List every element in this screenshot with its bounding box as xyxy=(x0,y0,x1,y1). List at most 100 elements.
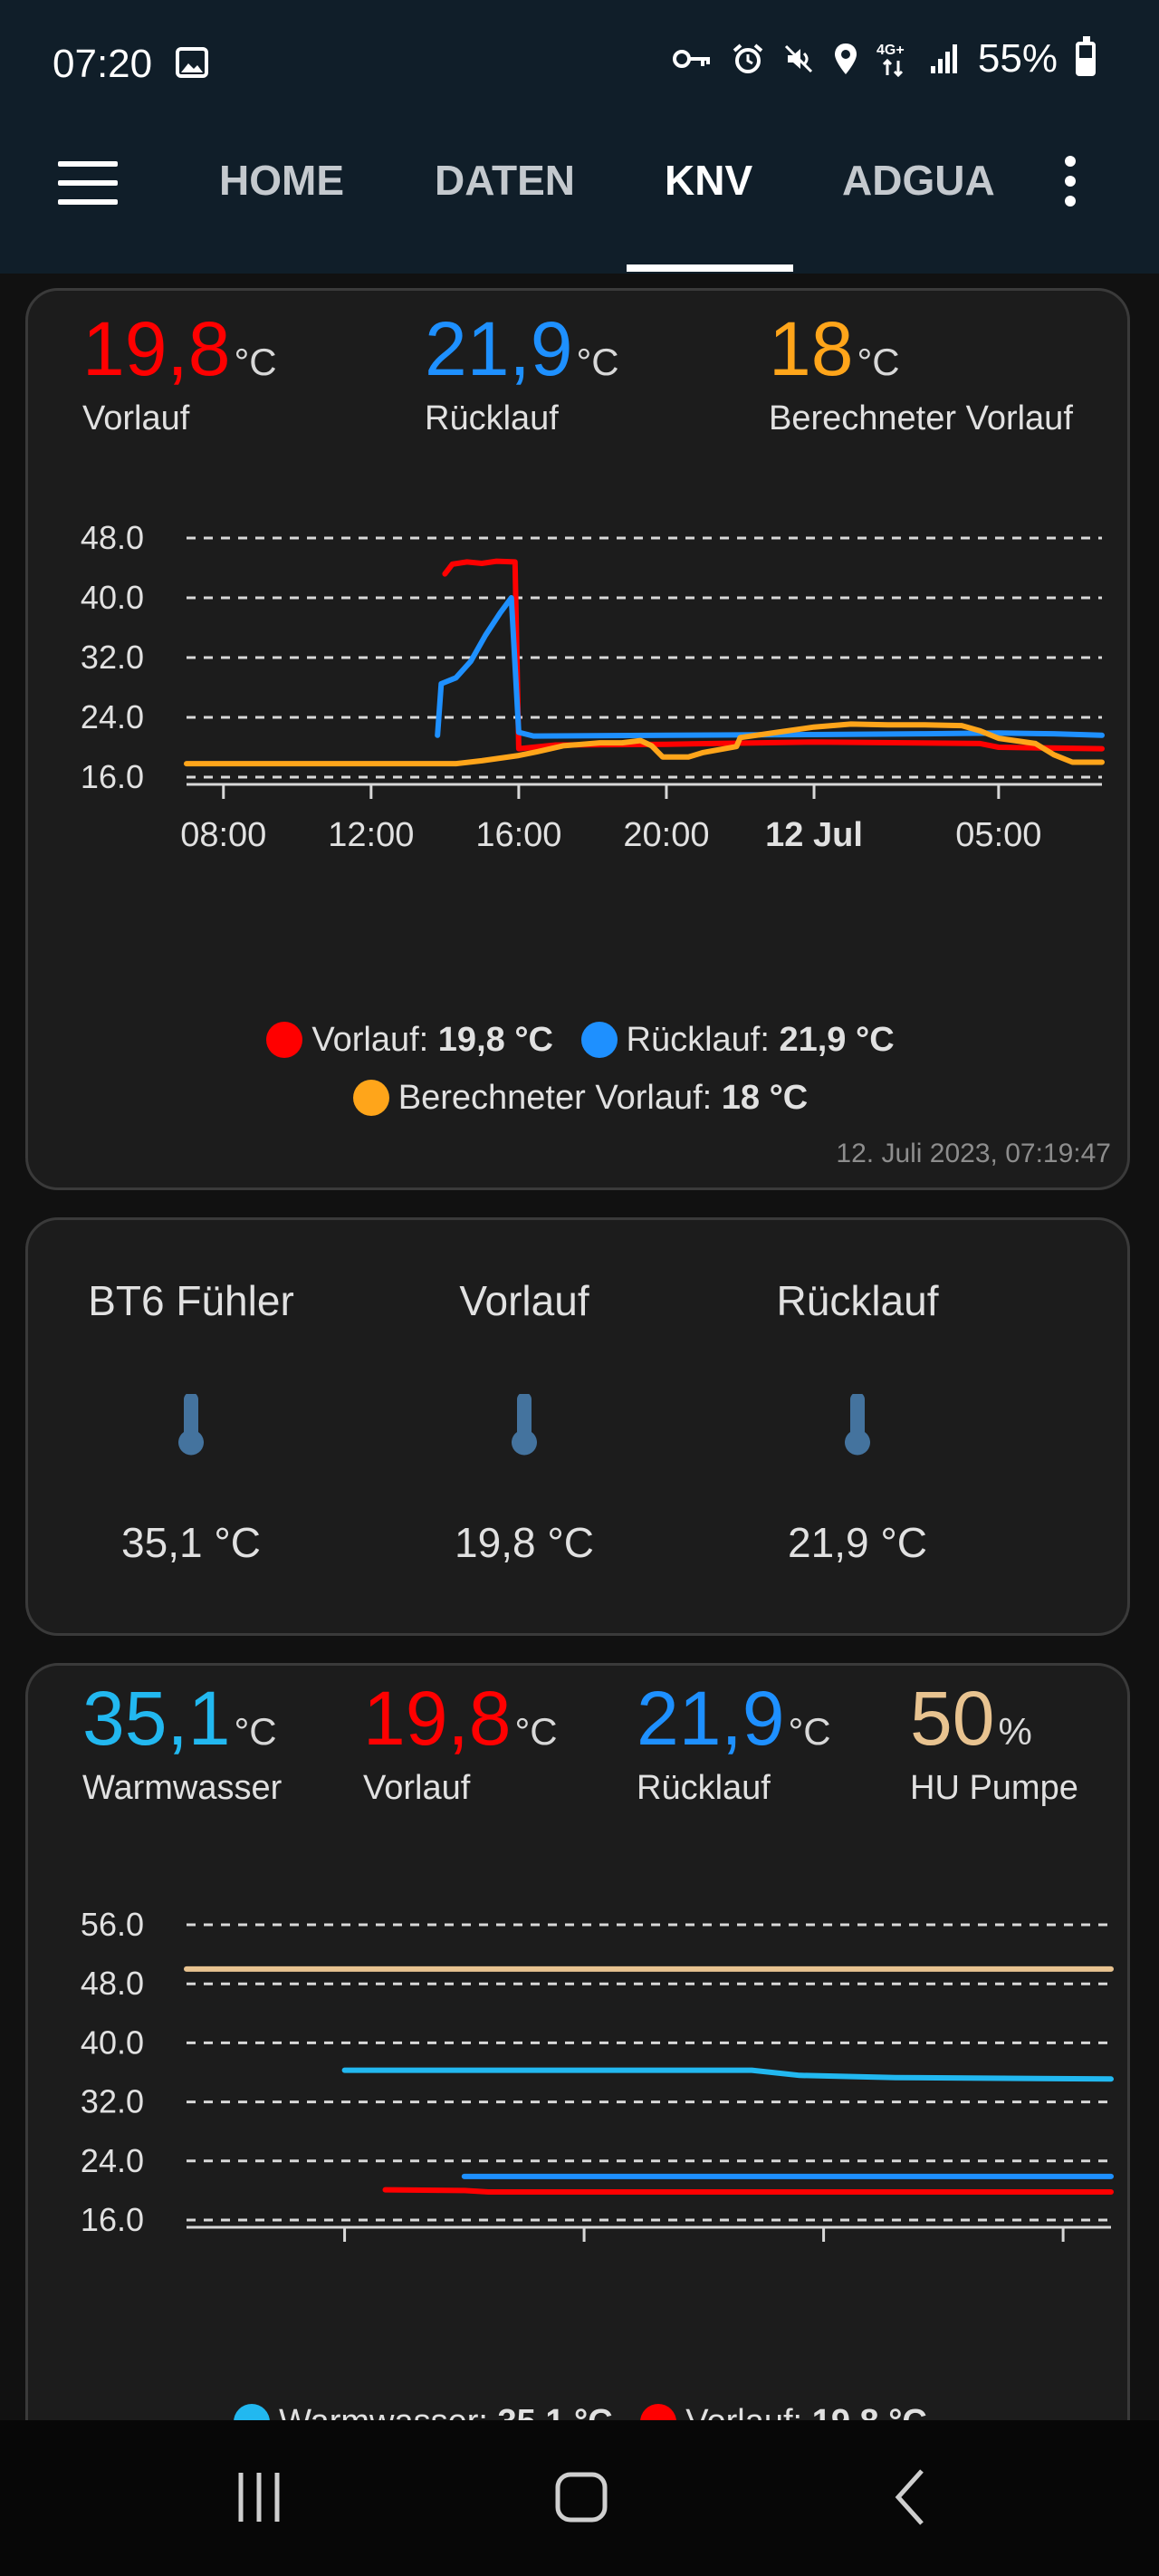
stat-unit: °C xyxy=(788,1710,831,1753)
stat-unit: °C xyxy=(234,341,277,383)
entity-vorlauf[interactable]: Vorlauf 19,8 °C xyxy=(361,1220,687,1567)
y-tick-label: 16.0 xyxy=(81,758,144,795)
stat-value: 19,8 xyxy=(363,1676,512,1761)
hamburger-menu-icon[interactable] xyxy=(58,161,118,205)
stat-hu-pumpe[interactable]: 50% HU Pumpe xyxy=(910,1680,1078,1808)
chart-legend: Vorlauf: 19,8 °C Rücklauf: 21,9 °C xyxy=(28,1021,1127,1060)
mute-icon xyxy=(784,44,812,73)
series-line-vorlauf xyxy=(382,2187,1114,2195)
warmwater-history-chart[interactable]: 56.0 48.0 40.0 32.0 24.0 16.0 04:00 05:00 06:00 0… xyxy=(28,1898,1127,2260)
x-tick-label: 05:00 xyxy=(541,2259,627,2260)
x-tick-label: 20:00 xyxy=(623,816,709,852)
stat-value: 21,9 xyxy=(637,1676,785,1761)
stat-value: 50 xyxy=(910,1676,995,1761)
series-line-vorlauf xyxy=(442,558,1105,752)
status-icons: 4G+ 55% xyxy=(672,36,1096,82)
entity-bt6-fuehler[interactable]: BT6 Fühler 35,1 °C xyxy=(28,1220,354,1567)
stat-unit: °C xyxy=(514,1710,558,1753)
x-tick-label: 07:00 xyxy=(1020,2259,1106,2260)
system-navigation-bar xyxy=(0,2420,1159,2576)
stat-unit: % xyxy=(998,1710,1032,1753)
x-tick-label: 04:00 xyxy=(302,2259,388,2260)
stat-ruecklauf[interactable]: 21,9°C Rücklauf xyxy=(425,311,619,438)
entities-glance-card: BT6 Fühler 35,1 °C Vorlauf 19,8 °C Rückl… xyxy=(25,1217,1130,1636)
stat-label: HU Pumpe xyxy=(910,1769,1078,1807)
home-icon[interactable] xyxy=(554,2465,608,2529)
stat-label: Vorlauf xyxy=(363,1769,471,1807)
recents-icon[interactable] xyxy=(232,2465,286,2529)
y-tick-label: 56.0 xyxy=(81,1906,144,1943)
stat-berechneter-vorlauf[interactable]: 18°C Berechneter Vorlauf xyxy=(769,311,1073,438)
svg-text:4G+: 4G+ xyxy=(876,43,905,58)
y-tick-label: 48.0 xyxy=(81,519,144,556)
battery-icon xyxy=(1076,36,1096,76)
alarm-icon xyxy=(733,43,763,73)
stat-value: 35,1 xyxy=(82,1676,231,1761)
stat-value: 18 xyxy=(769,306,854,391)
stat-value: 21,9 xyxy=(425,306,573,391)
x-tick-label: 08:00 xyxy=(180,816,266,852)
stat-vorlauf[interactable]: 19,8°C Vorlauf xyxy=(82,311,277,438)
x-tick-label: 12:00 xyxy=(328,816,414,852)
entity-value: 19,8 °C xyxy=(455,1519,594,1566)
signal-icon xyxy=(930,44,957,73)
thermometer-icon xyxy=(512,1392,537,1456)
chart-legend-row-2: Berechneter Vorlauf: 18 °C xyxy=(28,1079,1127,1118)
stat-unit: °C xyxy=(576,341,619,383)
entity-value: 35,1 °C xyxy=(121,1519,261,1566)
y-tick-label: 40.0 xyxy=(81,579,144,616)
back-icon[interactable] xyxy=(884,2465,938,2529)
entity-name: BT6 Fühler xyxy=(88,1277,294,1324)
stat-value: 19,8 xyxy=(82,306,231,391)
stat-ruecklauf[interactable]: 21,9°C Rücklauf xyxy=(637,1680,831,1808)
battery-percent: 55% xyxy=(977,36,1058,81)
tab-home[interactable]: HOME xyxy=(219,157,344,204)
history-graph-card-1: 19,8°C Vorlauf 21,9°C Rücklauf 18°C Bere… xyxy=(25,288,1130,1190)
last-updated-timestamp: 12. Juli 2023, 07:19:47 xyxy=(836,1139,1111,1168)
stat-label: Vorlauf xyxy=(82,399,190,437)
tab-daten[interactable]: DATEN xyxy=(435,157,576,204)
x-tick-label: 12 Jul xyxy=(765,816,863,852)
legend-item-ruecklauf[interactable]: Rücklauf: 21,9 °C xyxy=(580,1021,895,1060)
x-tick-label: 16:00 xyxy=(475,816,561,852)
app-header: 07:20 4G+ 55 xyxy=(0,0,1159,274)
history-graph-card-2: 35,1°C Warmwasser 19,8°C Vorlauf 21,9°C … xyxy=(25,1663,1130,2569)
y-tick-label: 32.0 xyxy=(81,639,144,676)
y-tick-label: 16.0 xyxy=(81,2201,144,2238)
temperature-history-chart[interactable]: 48.0 40.0 32.0 24.0 16.0 08:00 12:00 16:00 20:00… xyxy=(28,508,1127,852)
series-line-warmwasser xyxy=(341,2067,1114,2082)
stat-vorlauf[interactable]: 19,8°C Vorlauf xyxy=(363,1680,558,1808)
stat-unit: °C xyxy=(857,341,900,383)
status-time: 07:20 xyxy=(53,42,153,86)
stat-label: Rücklauf xyxy=(637,1769,771,1807)
thermometer-icon xyxy=(845,1392,870,1456)
stat-label: Warmwasser xyxy=(82,1769,283,1807)
key-icon xyxy=(672,50,710,68)
tab-adgua[interactable]: ADGUA xyxy=(842,157,995,204)
stat-warmwasser[interactable]: 35,1°C Warmwasser xyxy=(82,1680,282,1808)
entity-value: 21,9 °C xyxy=(788,1519,927,1566)
y-tick-label: 48.0 xyxy=(81,1965,144,2002)
image-icon xyxy=(176,47,208,78)
stat-label: Rücklauf xyxy=(425,399,559,437)
x-tick-label: 06:00 xyxy=(781,2259,867,2260)
legend-item-berechneter-vorlauf[interactable]: Berechneter Vorlauf: 18 °C xyxy=(352,1079,808,1118)
active-tab-indicator xyxy=(627,264,793,272)
location-icon xyxy=(834,43,857,74)
y-tick-label: 32.0 xyxy=(81,2083,144,2120)
stat-label: Berechneter Vorlauf xyxy=(769,399,1073,437)
y-tick-label: 24.0 xyxy=(81,698,144,735)
y-tick-label: 40.0 xyxy=(81,2023,144,2061)
entity-name: Rücklauf xyxy=(776,1277,939,1324)
legend-item-vorlauf[interactable]: Vorlauf: 19,8 °C xyxy=(266,1021,553,1060)
4g-data-icon: 4G+ xyxy=(876,43,905,77)
tab-knv[interactable]: KNV xyxy=(665,157,753,204)
thermometer-icon xyxy=(178,1392,204,1456)
stat-unit: °C xyxy=(234,1710,277,1753)
series-line-berechneter-vorlauf xyxy=(184,721,1105,767)
series-line-r-cklauf xyxy=(435,595,1105,739)
more-vert-icon[interactable] xyxy=(1059,156,1081,214)
entity-ruecklauf[interactable]: Rücklauf 21,9 °C xyxy=(694,1220,1020,1567)
x-tick-label: 05:00 xyxy=(955,816,1041,852)
y-tick-label: 24.0 xyxy=(81,2142,144,2179)
